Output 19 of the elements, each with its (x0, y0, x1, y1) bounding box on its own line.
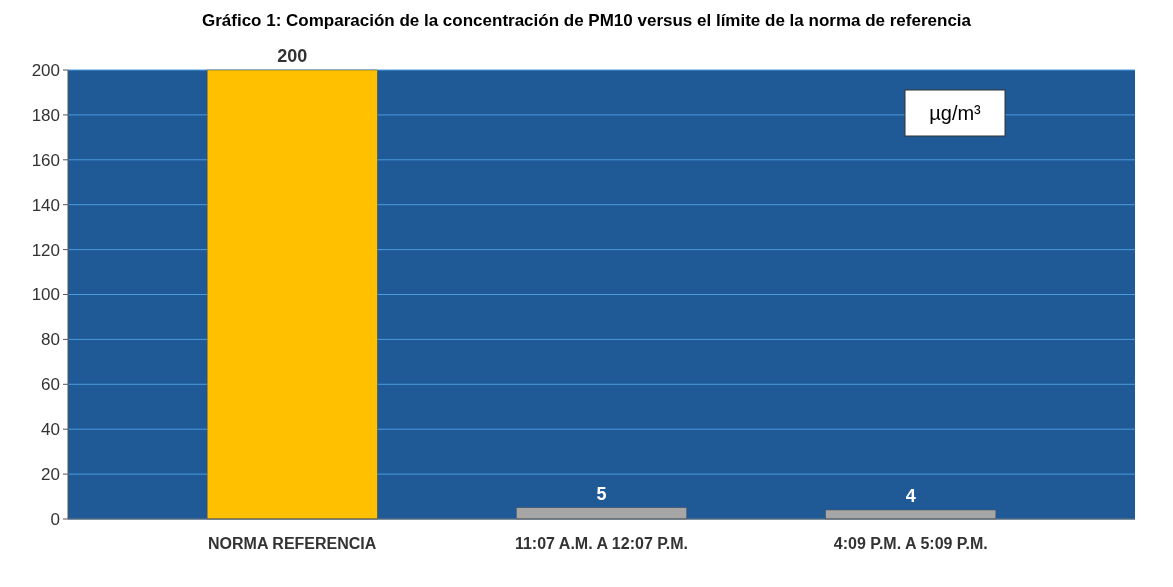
x-tick-label: 4:09 P.M. A 5:09 P.M. (833, 535, 988, 552)
y-tick-label: 40 (41, 420, 60, 440)
y-tick-label: 60 (41, 375, 60, 395)
y-tick-label: 140 (31, 195, 60, 215)
data-label: 200 (277, 46, 308, 66)
y-tick-label: 180 (31, 105, 60, 125)
y-tick-label: 120 (31, 240, 60, 260)
chart-title: Gráfico 1: Comparación de la concentración de PM10 versus el límite de la norma de referencia (201, 11, 972, 30)
annotation: µg/m³ (929, 102, 982, 124)
y-tick-label: 80 (41, 330, 60, 350)
data-label: 5 (596, 483, 607, 504)
y-tick-label: 0 (50, 509, 60, 529)
x-tick-label: 11:07 A.M. A 12:07 P.M. (514, 535, 689, 552)
y-tick-label: 100 (31, 285, 60, 305)
y-tick-label: 160 (31, 150, 60, 170)
data-label: 4 (905, 486, 916, 507)
x-tick-label: NORMA REFERENCIA (208, 535, 377, 552)
y-tick-label: 20 (41, 465, 60, 485)
y-tick-label: 200 (31, 60, 60, 80)
